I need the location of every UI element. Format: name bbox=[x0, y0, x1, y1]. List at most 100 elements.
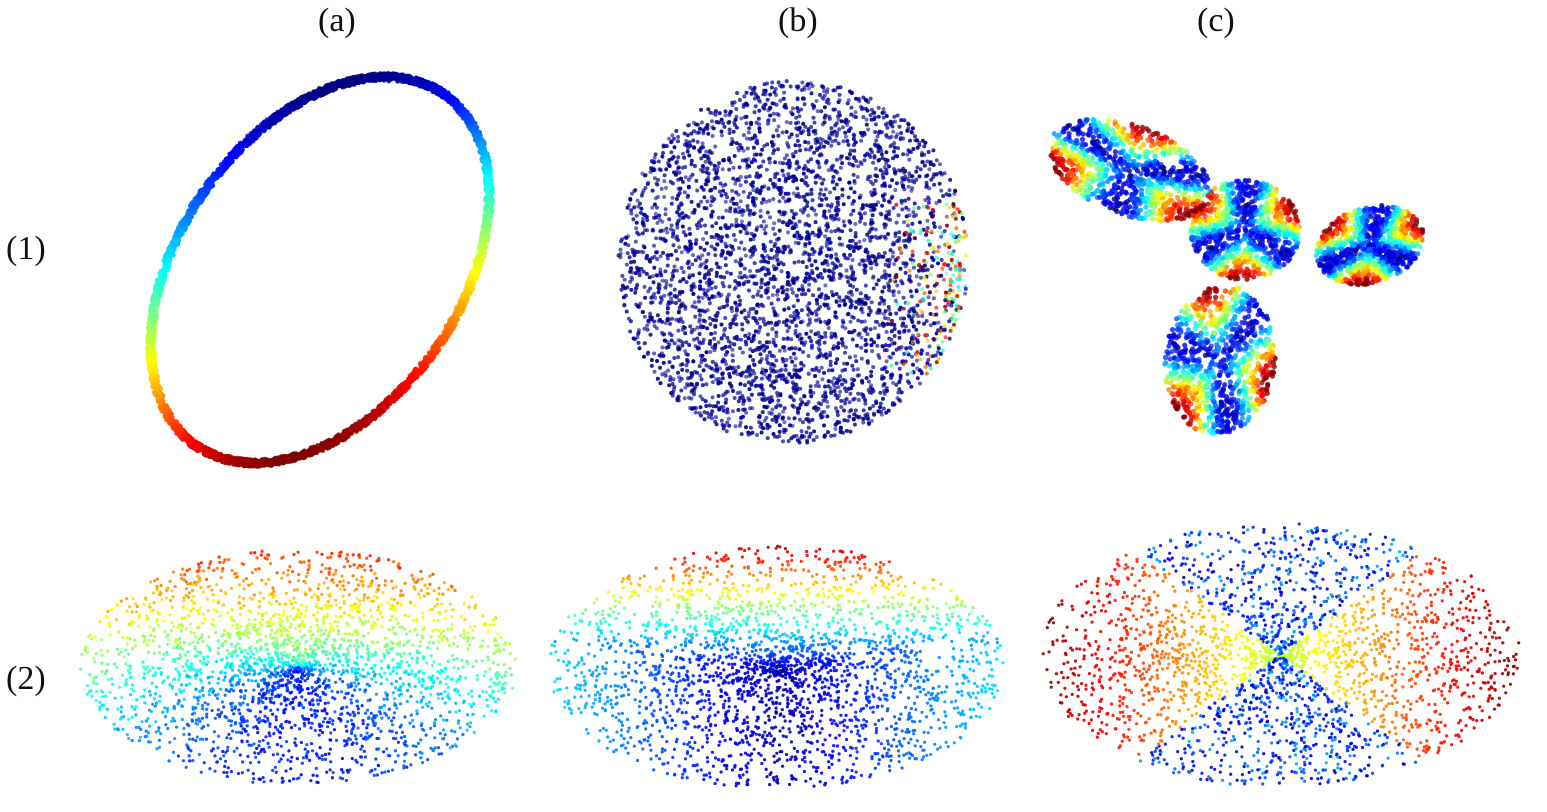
point bbox=[853, 354, 858, 359]
point bbox=[928, 272, 933, 277]
point bbox=[698, 394, 703, 399]
point bbox=[844, 428, 849, 433]
point bbox=[720, 376, 725, 381]
point bbox=[834, 205, 839, 210]
point bbox=[822, 423, 826, 428]
point bbox=[812, 405, 817, 410]
point bbox=[863, 343, 868, 348]
point bbox=[748, 372, 753, 377]
point bbox=[776, 133, 781, 138]
point bbox=[684, 280, 689, 285]
point bbox=[873, 178, 878, 183]
point bbox=[949, 258, 954, 262]
point bbox=[727, 127, 732, 132]
point bbox=[652, 243, 656, 248]
point bbox=[835, 409, 840, 414]
point bbox=[814, 99, 819, 103]
point bbox=[759, 376, 764, 381]
point bbox=[854, 245, 859, 250]
point bbox=[683, 233, 688, 238]
point bbox=[760, 387, 765, 392]
point bbox=[877, 355, 882, 360]
point bbox=[671, 274, 676, 279]
point bbox=[731, 321, 735, 326]
point bbox=[782, 406, 787, 411]
point bbox=[843, 401, 848, 406]
point bbox=[691, 138, 696, 143]
point bbox=[704, 206, 709, 211]
point bbox=[914, 138, 919, 143]
point bbox=[846, 142, 851, 147]
point bbox=[873, 122, 878, 127]
point bbox=[826, 97, 831, 102]
point bbox=[769, 85, 774, 90]
point bbox=[784, 129, 789, 134]
point bbox=[655, 359, 659, 363]
point bbox=[719, 129, 724, 134]
point bbox=[690, 388, 695, 393]
point bbox=[642, 341, 647, 346]
point bbox=[910, 186, 915, 191]
point bbox=[826, 430, 830, 435]
point bbox=[652, 319, 657, 324]
point bbox=[849, 266, 854, 271]
point bbox=[636, 340, 641, 345]
point bbox=[909, 294, 914, 299]
point bbox=[964, 253, 968, 258]
point bbox=[656, 159, 661, 164]
point bbox=[863, 398, 868, 403]
point bbox=[808, 431, 813, 436]
point bbox=[804, 430, 809, 435]
point bbox=[834, 121, 839, 126]
point bbox=[731, 233, 736, 237]
point bbox=[866, 379, 871, 384]
point bbox=[789, 337, 794, 342]
point bbox=[765, 210, 770, 215]
point bbox=[796, 259, 801, 264]
point bbox=[942, 277, 946, 282]
point bbox=[932, 224, 937, 229]
point bbox=[718, 265, 723, 270]
point bbox=[687, 239, 692, 244]
point bbox=[670, 133, 675, 138]
point bbox=[939, 188, 944, 193]
point bbox=[697, 332, 702, 336]
point bbox=[669, 223, 674, 228]
point bbox=[893, 258, 898, 263]
point bbox=[790, 112, 795, 117]
point bbox=[936, 261, 940, 266]
point bbox=[693, 164, 697, 168]
point bbox=[902, 118, 907, 123]
point bbox=[642, 354, 646, 359]
point bbox=[833, 361, 838, 365]
point bbox=[705, 199, 710, 204]
point bbox=[737, 302, 742, 307]
point bbox=[643, 173, 647, 178]
point bbox=[861, 420, 866, 425]
point bbox=[707, 403, 712, 408]
point bbox=[766, 260, 771, 265]
point bbox=[741, 407, 746, 412]
point bbox=[809, 329, 814, 334]
point bbox=[831, 107, 836, 112]
point bbox=[716, 340, 721, 345]
point bbox=[814, 365, 819, 370]
point bbox=[783, 363, 788, 368]
point bbox=[693, 241, 698, 246]
point bbox=[940, 266, 945, 271]
point bbox=[723, 316, 728, 320]
point bbox=[818, 192, 823, 196]
point bbox=[824, 228, 829, 233]
point bbox=[725, 270, 729, 275]
point bbox=[661, 228, 666, 233]
point bbox=[800, 400, 805, 405]
point bbox=[793, 363, 798, 368]
point bbox=[931, 337, 936, 341]
point bbox=[675, 225, 680, 230]
point bbox=[706, 415, 711, 419]
point bbox=[786, 244, 791, 249]
point bbox=[844, 268, 849, 273]
point bbox=[925, 226, 930, 231]
point bbox=[837, 242, 842, 247]
point bbox=[870, 253, 875, 258]
